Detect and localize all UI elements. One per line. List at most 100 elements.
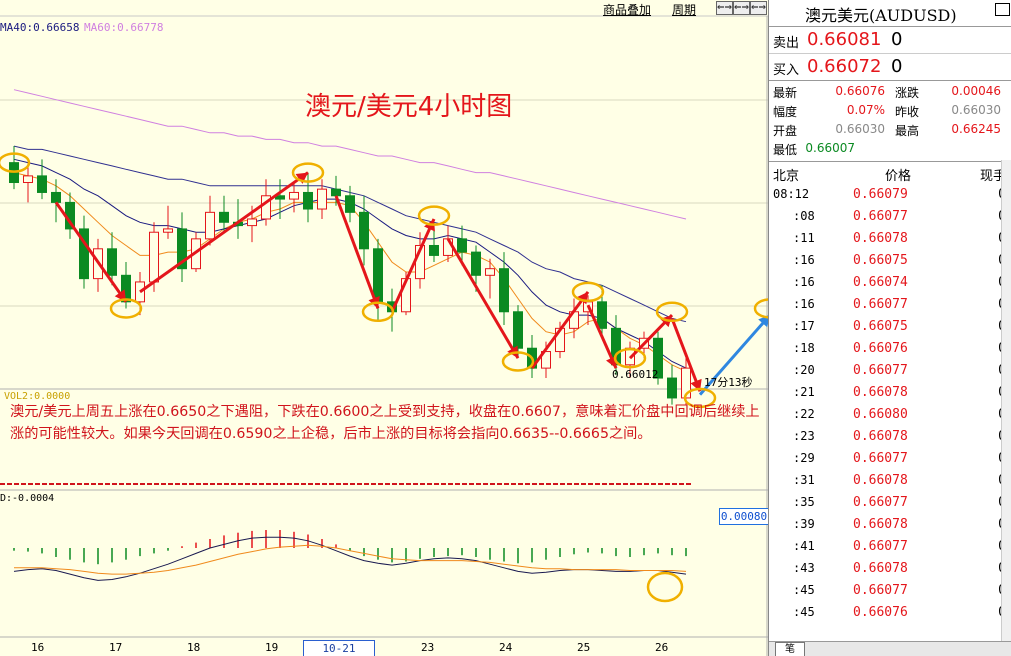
tick-price: 0.66080 [853,407,908,422]
stat-label: 幅度 [773,105,798,119]
tick-time: :31 [793,473,815,487]
stat-value: 0.00046 [951,84,1001,98]
tick-price: 0.66078 [853,561,908,576]
turning-point-circle [753,298,768,319]
macd-label: D:-0.0004 [0,493,55,504]
turning-point-circle [501,351,535,372]
sell-row: 卖出 0.66081 0 [769,27,1011,54]
tick-row: :290.660770 [769,448,1011,470]
tick-time: :35 [793,495,815,509]
tick-row: :200.660770 [769,360,1011,382]
sell-price: 0.66081 [807,29,882,50]
tick-time: :21 [793,385,815,399]
tick-time: :20 [793,363,815,377]
scrollbar[interactable] [1001,160,1011,642]
turning-point-circle [109,298,143,319]
x-tick-label: 25 [577,641,591,654]
tick-row: :170.660750 [769,316,1011,338]
candle-body [331,188,341,197]
trend-arrow [530,290,590,370]
candle-body [51,191,61,203]
candle-body [149,231,159,283]
stat-value: 0.66030 [951,103,1001,117]
tick-time: :45 [793,583,815,597]
window-icon[interactable] [995,3,1010,16]
macd-dea-line [14,544,687,575]
candlestick-chart[interactable] [0,0,768,656]
tick-time: :16 [793,297,815,311]
chart-panel[interactable]: 商品叠加 周期 ⇐⇒ ⇐⇒ ⇐⇒ MA40:0.66658 MA60:0.667… [0,0,768,656]
tick-row: :180.660760 [769,338,1011,360]
stat-value: 0.07% [846,103,885,117]
x-tick-label: 26 [655,641,669,654]
tick-list[interactable]: 08:120.660790:080.660770:110.660780:160.… [769,184,1011,624]
tick-row: :430.660780 [769,558,1011,580]
macd-cross-circle [646,571,684,603]
x-tick-label: 23 [421,641,435,654]
buy-row: 买入 0.66072 0 [769,54,1011,81]
nav-button-left[interactable]: ⇐⇒ [716,1,733,15]
tick-header-time: 北京 [773,169,800,184]
tick-price: 0.66078 [853,429,908,444]
quote-footer: 笔 [769,641,1011,656]
tick-time: :18 [793,341,815,355]
x-tick-label: 18 [187,641,201,654]
ticks-tab[interactable]: 笔 [775,642,805,656]
stat-value: 0.66030 [835,122,885,136]
candle-body [205,211,215,240]
quote-header: 澳元美元(AUDUSD) [769,0,1011,27]
tick-header: 北京 价格 现手 [769,162,1011,184]
symbol-title: 澳元美元(AUDUSD) [805,6,957,25]
tick-price: 0.66077 [853,209,908,224]
tick-time: :43 [793,561,815,575]
candle-body [289,191,299,200]
turning-point-circle [417,205,451,226]
nav-button-mid[interactable]: ⇐⇒ [733,1,750,15]
tick-time: :39 [793,517,815,531]
stat-value: 0.66007 [805,141,855,155]
tick-row: :080.660770 [769,206,1011,228]
candle-body [499,268,509,313]
tick-price: 0.66078 [853,473,908,488]
tick-price: 0.66077 [853,583,908,598]
tick-row: :210.660780 [769,382,1011,404]
chart-title: 澳元/美元4小时图 [305,92,513,122]
trend-arrow [390,218,436,313]
tick-time: 08:12 [773,187,810,201]
buy-label: 买入 [773,63,800,78]
tick-row: :450.660770 [769,580,1011,602]
candle-body [107,248,117,276]
candle-body [247,218,257,227]
x-tick-label: 24 [499,641,513,654]
candle-body [373,248,383,303]
tick-price: 0.66078 [853,517,908,532]
ma40-label: MA40:0.66658 [0,21,80,34]
stat-label: 涨跌 [895,86,920,100]
candle-body [457,238,467,253]
nav-button-right[interactable]: ⇐⇒ [750,1,767,15]
candle-body [23,175,33,184]
tick-price: 0.66076 [853,605,908,620]
candle-body [219,211,229,223]
tick-header-volume: 现手 [979,169,1006,184]
tick-row: :110.660780 [769,228,1011,250]
macd-value-box: 0.00080 [719,508,768,525]
tick-time: :45 [793,605,815,619]
stat-value: 0.66245 [951,122,1001,136]
last-price-label: 0.66012 [612,368,659,381]
tick-time: :08 [793,209,815,223]
turning-point-circle [571,281,605,303]
tick-price: 0.66077 [853,495,908,510]
overlay-link[interactable]: 商品叠加 [603,3,652,17]
candle-body [597,301,607,329]
turning-point-circle [613,347,647,369]
x-tick-label: 17 [109,641,123,654]
x-crosshair-date: 10-21 09:00 [303,640,375,656]
period-link[interactable]: 周期 [672,3,697,17]
tick-row: :160.660740 [769,272,1011,294]
candle-body [345,195,355,213]
tick-price: 0.66078 [853,231,908,246]
sell-volume: 0 [891,29,903,50]
sell-label: 卖出 [773,36,800,51]
candle-body [303,191,313,210]
